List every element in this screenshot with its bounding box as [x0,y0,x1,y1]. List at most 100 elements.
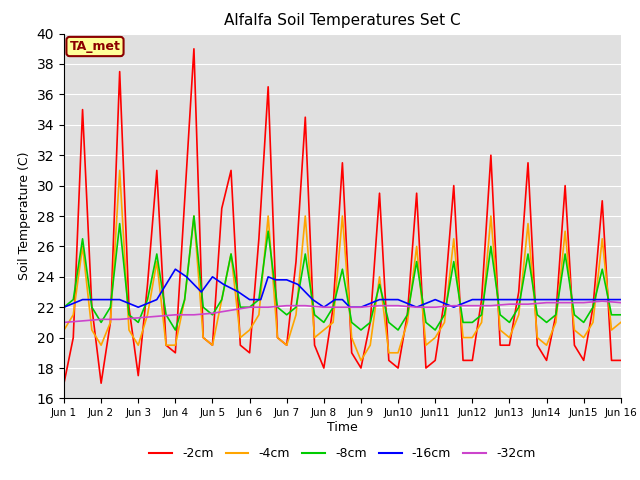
-32cm [450,303,458,309]
-16cm [264,274,272,280]
-16cm [580,297,588,302]
-32cm [97,316,105,322]
-4cm [357,358,365,363]
Line: -16cm: -16cm [64,269,621,307]
-16cm [331,297,339,302]
-16cm [524,297,532,302]
-16cm [172,266,179,272]
Legend: -2cm, -4cm, -8cm, -16cm, -32cm: -2cm, -4cm, -8cm, -16cm, -32cm [145,442,540,465]
-32cm [227,307,235,313]
-32cm [116,316,124,322]
-32cm [543,300,550,305]
-2cm [617,358,625,363]
Y-axis label: Soil Temperature (C): Soil Temperature (C) [18,152,31,280]
-32cm [431,304,439,310]
-16cm [598,297,606,302]
-8cm [274,304,282,310]
-32cm [283,303,291,309]
-32cm [598,298,606,304]
-4cm [617,320,625,325]
-32cm [153,313,161,319]
-16cm [617,297,625,302]
Line: -2cm: -2cm [64,49,621,383]
-32cm [246,304,253,310]
-16cm [543,297,550,302]
-8cm [561,251,569,257]
-16cm [450,304,458,310]
-16cm [97,297,105,302]
-4cm [376,274,383,280]
-8cm [190,213,198,219]
-2cm [172,350,179,356]
-8cm [413,259,420,264]
Title: Alfalfa Soil Temperatures Set C: Alfalfa Soil Temperatures Set C [224,13,461,28]
-8cm [60,304,68,310]
-32cm [376,303,383,309]
-16cm [134,304,142,310]
-16cm [346,304,354,310]
-16cm [468,297,476,302]
-16cm [294,281,301,287]
-32cm [524,301,532,307]
-2cm [60,380,68,386]
-16cm [79,297,86,302]
-16cm [394,297,402,302]
-16cm [431,297,439,302]
-16cm [487,297,495,302]
-16cm [220,281,227,287]
-16cm [283,277,291,283]
-4cm [561,228,569,234]
-4cm [413,243,420,249]
-16cm [506,297,513,302]
Line: -8cm: -8cm [64,216,621,330]
-4cm [60,327,68,333]
-32cm [561,300,569,305]
-16cm [198,289,205,295]
-16cm [339,297,346,302]
-16cm [209,274,216,280]
-4cm [116,168,124,173]
-32cm [79,318,86,324]
-2cm [366,320,374,325]
-16cm [246,297,253,302]
-16cm [153,297,161,302]
-8cm [172,327,179,333]
Line: -32cm: -32cm [64,301,621,323]
-16cm [320,304,328,310]
-16cm [561,297,569,302]
-4cm [180,297,188,302]
-32cm [487,303,495,309]
-16cm [182,274,190,280]
-16cm [357,304,365,310]
-16cm [60,304,68,310]
-2cm [552,312,559,318]
-16cm [235,289,243,295]
-2cm [200,335,207,340]
-32cm [134,315,142,321]
-32cm [60,320,68,325]
-4cm [200,335,207,340]
-32cm [468,303,476,309]
-16cm [413,304,420,310]
-32cm [617,300,625,305]
-32cm [506,301,513,307]
-32cm [394,303,402,309]
-16cm [376,297,383,302]
-2cm [264,84,272,90]
-32cm [580,300,588,305]
-32cm [301,303,309,309]
-16cm [309,297,317,302]
-32cm [357,304,365,310]
-32cm [172,312,179,318]
-8cm [376,281,383,287]
X-axis label: Time: Time [327,421,358,434]
-32cm [190,312,198,318]
-16cm [272,277,280,283]
-4cm [264,213,272,219]
-32cm [339,304,346,310]
Line: -4cm: -4cm [64,170,621,360]
-16cm [257,297,264,302]
-8cm [209,312,216,318]
Text: TA_met: TA_met [70,40,120,53]
-2cm [190,46,198,52]
